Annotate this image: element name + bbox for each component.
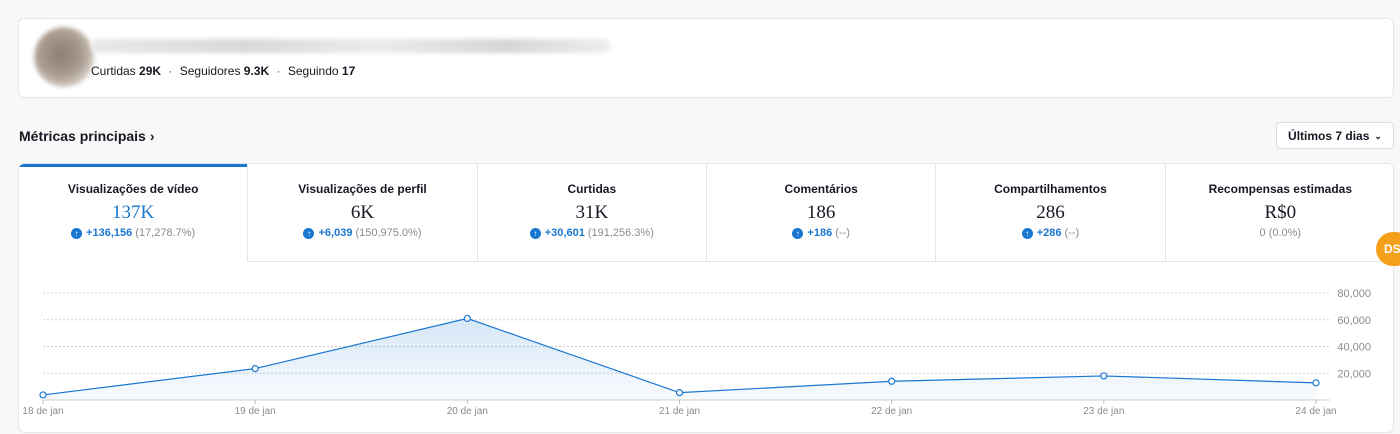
- x-tick-label: 24 de jan: [1295, 406, 1336, 417]
- x-tick-label: 21 de jan: [659, 406, 700, 417]
- tab-label: Visualizações de vídeo: [67, 182, 199, 196]
- tab-value: R$0: [1264, 202, 1297, 223]
- arrow-up-icon: ↑: [71, 227, 83, 239]
- x-tick-label: 18 de jan: [22, 406, 63, 417]
- delta-value: +30,601: [544, 227, 585, 239]
- metrics-title-link[interactable]: Métricas principais ›: [19, 128, 155, 144]
- tab-value: 186: [806, 202, 836, 223]
- stat-likes-label: Curtidas: [91, 64, 136, 78]
- data-point: [675, 389, 684, 397]
- y-tick-label: 20,000: [1337, 368, 1371, 380]
- tab-value: 6K: [350, 202, 375, 223]
- tab-shares[interactable]: Compartilhamentos 286 ↑ +286 (--): [936, 164, 1166, 262]
- metrics-card: Visualizações de vídeo 137K ↑ +136,156 (…: [18, 163, 1394, 433]
- series-area: [43, 318, 1316, 400]
- tab-delta: ↑ +6,039 (150,975.0%): [248, 227, 476, 239]
- data-point: [251, 364, 259, 373]
- arrow-up-icon: ↑: [303, 227, 315, 239]
- stat-likes-value: 29K: [139, 64, 162, 78]
- data-point: [39, 391, 47, 399]
- data-point: [463, 314, 471, 323]
- stat-following-value: 17: [341, 64, 356, 78]
- profile-card: Curtidas 29K · Seguidores 9.3K · Seguind…: [18, 18, 1394, 98]
- tab-delta: ↑ +186 (--): [707, 227, 935, 239]
- video-views-chart[interactable]: 20,000 40,000 60,000 80,000 18 de jan 19 de j…: [19, 164, 1394, 433]
- delta-value: +286: [1036, 227, 1062, 239]
- delta-plain: 0 (0.0%): [1259, 227, 1302, 239]
- stat-separator: ·: [276, 64, 281, 78]
- delta-percent: (--): [835, 227, 850, 239]
- tab-likes[interactable]: Curtidas 31K ↑ +30,601 (191,256.3%): [477, 164, 707, 262]
- tab-video-views[interactable]: Visualizações de vídeo 137K ↑ +136,156 (…: [19, 164, 249, 262]
- delta-percent: (150,975.0%): [355, 227, 422, 239]
- stat-separator: ·: [168, 64, 173, 78]
- stat-followers-value: 9.3K: [243, 64, 270, 78]
- stat-followers-label: Seguidores: [179, 64, 241, 78]
- tab-comments[interactable]: Comentários 186 ↑ +186 (--): [706, 164, 937, 262]
- tab-estimated-rewards[interactable]: Recompensas estimadas R$0 0 (0.0%): [1165, 164, 1393, 262]
- tab-value: 137K: [112, 202, 155, 223]
- delta-percent: (17,278.7%): [135, 227, 196, 239]
- arrow-up-icon: ↑: [1021, 227, 1033, 239]
- y-tick-label: 80,000: [1337, 288, 1371, 300]
- tab-value: 286: [1036, 202, 1065, 223]
- delta-value: +6,039: [318, 227, 353, 239]
- data-point: [1312, 379, 1320, 387]
- date-range-label: Últimos 7 dias: [1288, 128, 1370, 143]
- x-tick-label: 23 de jan: [1083, 406, 1124, 417]
- profile-stats: Curtidas 29K · Seguidores 9.3K · Seguind…: [91, 64, 355, 78]
- delta-percent: (191,256.3%): [587, 227, 654, 239]
- tab-label: Comentários: [784, 182, 858, 196]
- tab-label: Compartilhamentos: [994, 182, 1107, 196]
- avatar[interactable]: [34, 27, 94, 87]
- data-point: [888, 377, 896, 385]
- chevron-right-icon: ›: [149, 128, 155, 144]
- x-tick-label: 22 de jan: [871, 406, 912, 417]
- metrics-title: Métricas principais: [19, 128, 146, 144]
- stat-following-label: Seguindo: [287, 64, 339, 78]
- y-tick-label: 40,000: [1337, 342, 1371, 354]
- tab-label: Curtidas: [567, 182, 617, 196]
- tab-value: 31K: [575, 202, 609, 223]
- tab-label: Visualizações de perfil: [298, 182, 427, 196]
- date-range-dropdown[interactable]: Últimos 7 dias ⌄: [1276, 122, 1394, 149]
- profile-name-blurred: [91, 39, 611, 53]
- x-tick-label: 20 de jan: [447, 406, 488, 417]
- x-tick-label: 19 de jan: [235, 406, 276, 417]
- y-tick-label: 60,000: [1337, 315, 1371, 327]
- chevron-down-icon: ⌄: [1374, 130, 1382, 141]
- tab-label: Recompensas estimadas: [1208, 182, 1352, 196]
- tab-delta: ↑ +30,601 (191,256.3%): [478, 227, 706, 239]
- tab-delta: ↑ +286 (--): [936, 227, 1164, 239]
- delta-value: +136,156: [86, 227, 133, 239]
- arrow-up-icon: ↑: [792, 227, 804, 239]
- delta-percent: (--): [1064, 227, 1080, 239]
- tab-delta: ↑ +136,156 (17,278.7%): [19, 227, 247, 239]
- data-point: [1100, 372, 1108, 380]
- tab-delta: 0 (0.0%): [1166, 227, 1393, 239]
- arrow-up-icon: ↑: [529, 227, 541, 239]
- tab-profile-views[interactable]: Visualizações de perfil 6K ↑ +6,039 (150…: [248, 164, 478, 262]
- floating-helper-badge[interactable]: DS: [1376, 232, 1400, 266]
- delta-value: +186: [807, 227, 833, 239]
- metric-tabs: Visualizações de vídeo 137K ↑ +136,156 (…: [19, 164, 1393, 262]
